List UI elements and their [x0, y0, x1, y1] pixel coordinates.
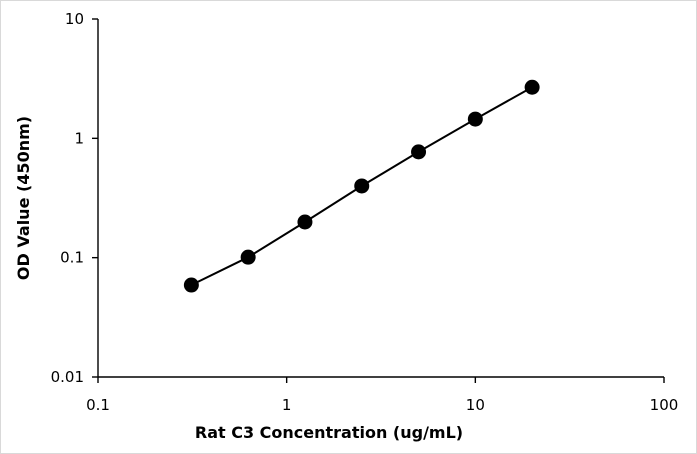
- x-ticks: 0.1 1 10 100: [86, 377, 678, 414]
- x-tick-label: 0.1: [86, 396, 110, 414]
- data-point: [297, 214, 313, 230]
- data-point: [183, 277, 199, 293]
- data-point: [524, 79, 540, 95]
- y-tick-label: 0.01: [51, 368, 84, 386]
- series-standard-curve: [183, 79, 540, 293]
- data-point: [467, 111, 483, 127]
- data-point: [411, 144, 427, 160]
- y-axis-title: OD Value (450nm): [14, 116, 33, 280]
- y-tick-label: 10: [65, 10, 84, 28]
- x-tick-label: 10: [466, 396, 485, 414]
- y-ticks: 0.01 0.1 1 10: [51, 10, 98, 386]
- data-point: [240, 249, 256, 265]
- axes: [97, 19, 664, 378]
- y-tick-label: 0.1: [60, 249, 84, 267]
- x-tick-label: 100: [650, 396, 679, 414]
- data-point: [354, 178, 370, 194]
- x-tick-label: 1: [282, 396, 292, 414]
- y-tick-label: 1: [74, 129, 84, 147]
- x-axis-title: Rat C3 Concentration (ug/mL): [195, 423, 463, 442]
